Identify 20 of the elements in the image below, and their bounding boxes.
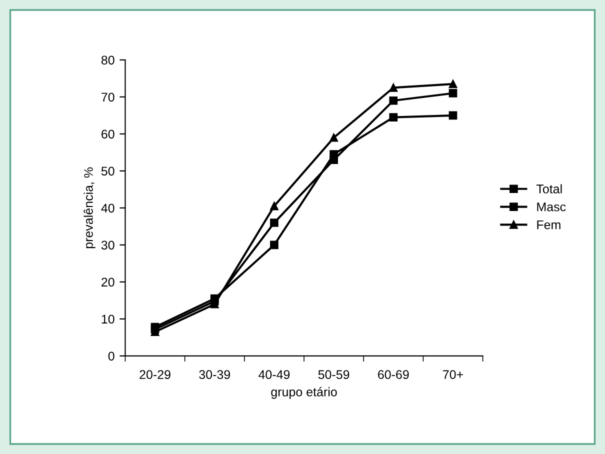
y-tick-label: 20 bbox=[102, 278, 114, 287]
y-tick-label: 10 bbox=[102, 314, 114, 324]
x-tick-label: 40-49 bbox=[258, 370, 290, 380]
legend-label: Fem bbox=[537, 220, 560, 230]
x-tick-label: 70+ bbox=[443, 370, 463, 380]
x-tick-label: 30-39 bbox=[199, 370, 230, 380]
legend-label: Total bbox=[536, 184, 562, 194]
y-tick-label: 30 bbox=[101, 240, 114, 250]
x-tick-label: 60-69 bbox=[378, 370, 409, 380]
y-tick-label: 60 bbox=[102, 130, 114, 139]
y-tick-label: 80 bbox=[101, 56, 114, 65]
x-axis-title: grupo etário bbox=[271, 387, 337, 399]
y-tick-label: 40 bbox=[101, 204, 114, 213]
y-axis-title: prevalência, % bbox=[84, 167, 96, 248]
y-tick-label: 0 bbox=[108, 352, 114, 361]
legend-label: Masc bbox=[537, 202, 566, 212]
y-tick-label: 50 bbox=[101, 166, 114, 176]
x-tick-label: 20-29 bbox=[140, 370, 170, 380]
y-tick-label: 70 bbox=[102, 92, 114, 102]
x-tick-label: 50-59 bbox=[318, 370, 350, 380]
